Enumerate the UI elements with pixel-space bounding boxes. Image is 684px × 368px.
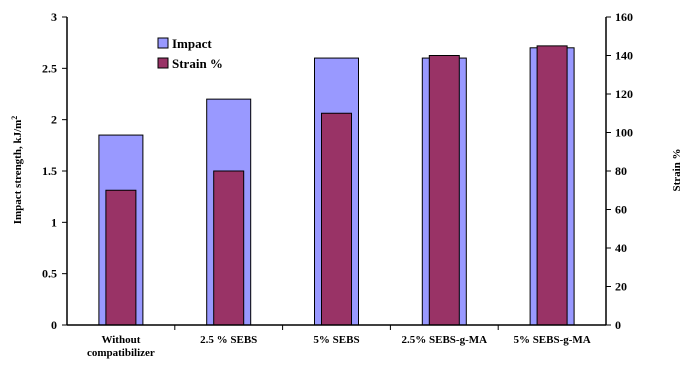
bar-strain [428, 55, 460, 326]
bar-strain [213, 170, 245, 326]
y2-axis-title: Strain % [671, 148, 683, 191]
bar-strain [536, 45, 568, 326]
legend: Impact Strain % [157, 36, 223, 71]
y-tick-label: 0 [51, 318, 57, 332]
y-tick-label: 1.5 [42, 164, 57, 178]
y2-tick-label: 0 [615, 318, 621, 332]
legend-swatch-strain [157, 57, 169, 69]
legend-label-impact: Impact [172, 36, 212, 51]
axes-layer [62, 16, 611, 330]
y2-tick-label: 60 [615, 203, 627, 217]
x-tick-label: 5% SEBS [313, 334, 359, 346]
y-axis-title-main: Impact strength, kJ/m [12, 120, 24, 225]
y2-tick-label: 20 [615, 280, 627, 294]
y-tick-label: 2 [51, 113, 57, 127]
y-tick-label: 2.5 [42, 61, 57, 75]
y2-tick-label: 40 [615, 241, 627, 255]
y-tick-label: 0.5 [42, 267, 57, 281]
legend-label-strain: Strain % [172, 56, 223, 71]
y-axis-title: Impact strength, kJ/m2 [10, 116, 24, 225]
bar-strain [321, 112, 352, 326]
y-axis-title-superscript: 2 [10, 116, 19, 120]
x-tick-label: 2.5 % SEBS [200, 334, 257, 346]
y2-tick-label: 100 [615, 126, 633, 140]
bar-strain [105, 189, 137, 326]
bars-layer [98, 45, 575, 326]
y2-tick-label: 160 [615, 10, 633, 24]
legend-swatch-impact [157, 37, 169, 49]
x-tick-label: Without [101, 334, 140, 346]
y2-tick-label: 140 [615, 49, 633, 63]
x-tick-label: 5% SEBS-g-MA [513, 334, 590, 346]
x-tick-label: 2.5% SEBS-g-MA [402, 334, 488, 346]
y-tick-label: 1 [51, 215, 57, 229]
y2-tick-label: 80 [615, 164, 627, 178]
x-tick-label: compatibilizer [87, 347, 155, 359]
y-tick-label: 3 [51, 10, 57, 24]
y2-tick-label: 120 [615, 87, 633, 101]
